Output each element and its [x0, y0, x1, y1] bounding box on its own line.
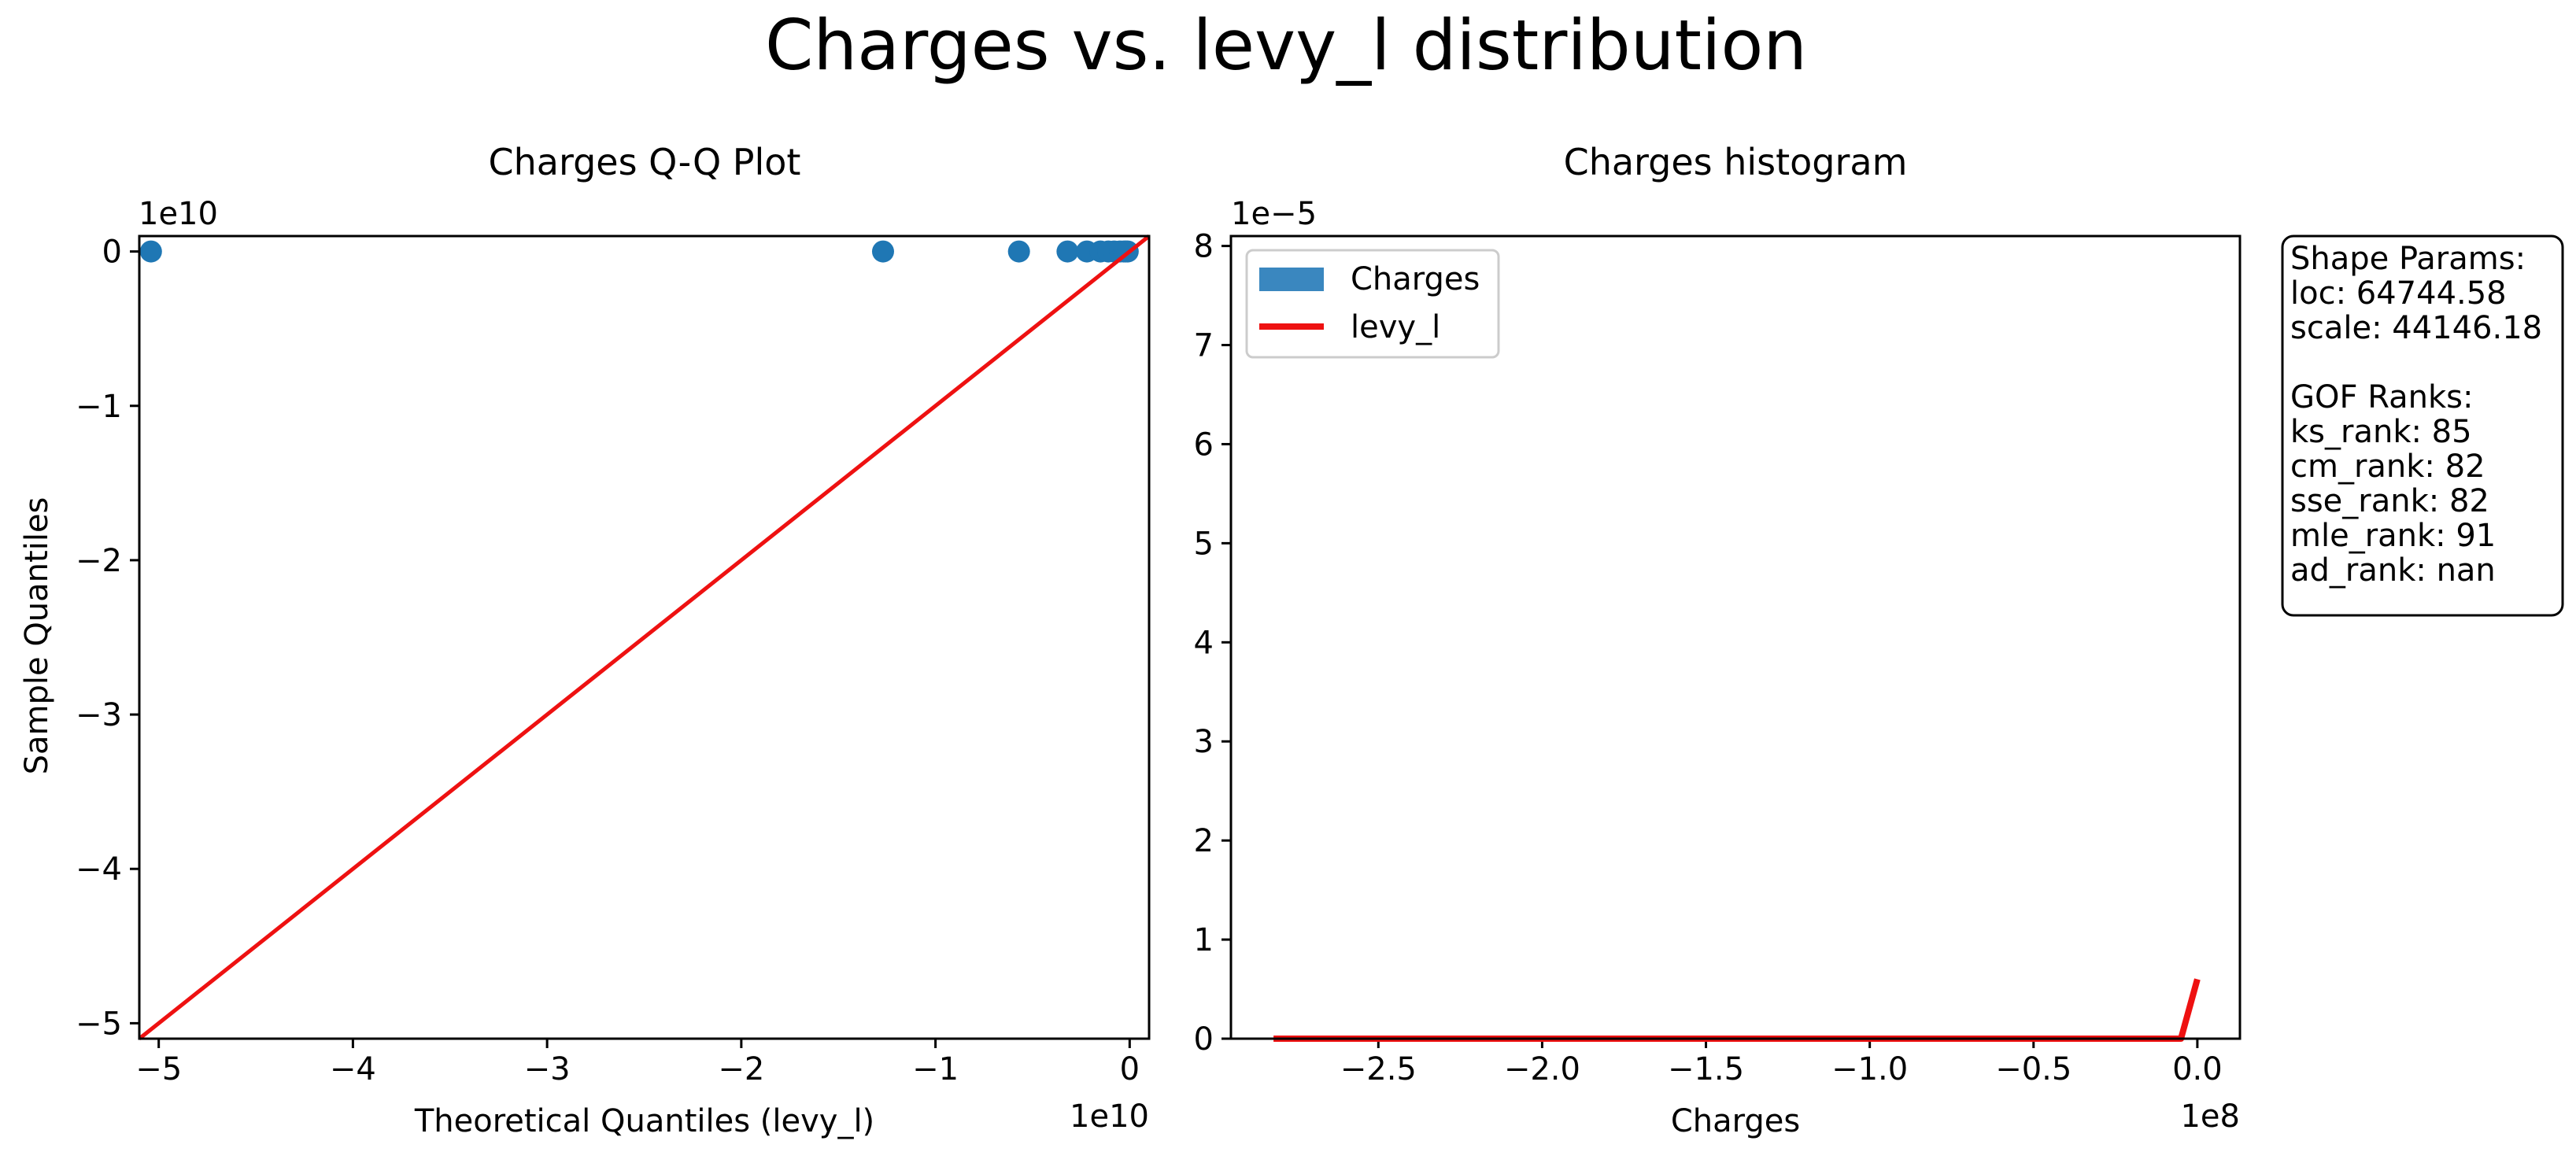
info-box-line: cm_rank: 82 — [2290, 449, 2485, 485]
histogram-x-tick-label: 0.0 — [2172, 1051, 2223, 1087]
histogram-plot: Charges histogram 1e−5 1e8 Charges −2.5−… — [1194, 141, 2242, 1139]
histogram-x-axis-label: Charges — [1671, 1103, 1800, 1139]
qq-y-tick-label: −5 — [76, 1006, 122, 1042]
qq-x-tick-label: −1 — [912, 1051, 959, 1087]
qq-plot: Charges Q-Q Plot 1e10 1e10 Theoretical Q… — [19, 141, 1151, 1139]
histogram-x-offset-label: 1e8 — [2180, 1098, 2240, 1135]
info-box-frame — [2281, 234, 2564, 617]
qq-y-tick-label: −2 — [76, 543, 122, 579]
qq-x-tick-label: −4 — [330, 1051, 376, 1087]
info-box-line: GOF Ranks: — [2290, 379, 2473, 415]
histogram-x-tick-label: −0.5 — [1995, 1051, 2072, 1087]
histogram-y-tick-label: 6 — [1194, 426, 1214, 463]
histogram-frame — [1229, 234, 2242, 1040]
qq-x-tick-label: −3 — [524, 1051, 571, 1087]
info-box-line: sse_rank: 82 — [2290, 483, 2489, 519]
qq-data-point — [1007, 240, 1030, 263]
histogram-x-tick-label: −2.5 — [1340, 1051, 1417, 1087]
info-box-line: ad_rank: nan — [2290, 552, 2496, 589]
qq-x-tick-label: −2 — [718, 1051, 764, 1087]
qq-y-tick-label: 0 — [102, 234, 122, 271]
qq-plot-frame — [138, 234, 1151, 1040]
histogram-y-tick-label: 1 — [1194, 922, 1214, 958]
qq-y-offset-label: 1e10 — [139, 196, 218, 232]
histogram-y-tick-label: 8 — [1194, 229, 1214, 265]
histogram-y-tick-label: 7 — [1194, 328, 1214, 364]
histogram-x-tick-label: −1.5 — [1668, 1051, 1744, 1087]
legend-swatch-charges — [1259, 268, 1324, 291]
qq-reference-line — [138, 234, 1151, 1040]
qq-data-marks — [138, 234, 1151, 1040]
histogram-y-offset-label: 1e−5 — [1231, 196, 1317, 232]
legend-label-levy-l: levy_l — [1351, 309, 1440, 345]
figure-title: Charges vs. levy_l distribution — [765, 5, 1807, 86]
histogram-legend: Charges levy_l — [1245, 249, 1500, 359]
qq-data-point — [871, 240, 894, 263]
info-box-line: scale: 44146.18 — [2290, 310, 2542, 346]
histogram-title: Charges histogram — [1564, 141, 1908, 183]
qq-x-tick-label: 0 — [1120, 1051, 1140, 1087]
qq-plot-title: Charges Q-Q Plot — [489, 141, 801, 183]
histogram-x-tick-label: −1.0 — [1831, 1051, 1908, 1087]
qq-axis-ticks: −5 −4 −3 −2 −1 0 0 −1 −2 −3 −4 −5 — [76, 234, 1140, 1087]
qq-data-point — [1056, 240, 1079, 263]
info-box-line: loc: 64744.58 — [2290, 275, 2507, 312]
histogram-y-tick-label: 2 — [1194, 823, 1214, 859]
qq-y-tick-label: −3 — [76, 697, 122, 733]
qq-data-point — [139, 240, 162, 263]
qq-x-tick-label: −5 — [135, 1051, 182, 1087]
histogram-y-tick-label: 5 — [1194, 526, 1214, 562]
qq-y-axis-label: Sample Quantiles — [19, 497, 55, 775]
histogram-x-tick-label: −2.0 — [1504, 1051, 1580, 1087]
histogram-y-tick-label: 4 — [1194, 625, 1214, 661]
info-box-line: mle_rank: 91 — [2290, 518, 2496, 554]
info-box-line: Shape Params: — [2290, 241, 2526, 277]
histogram-y-tick-label: 0 — [1194, 1021, 1214, 1058]
qq-x-axis-label: Theoretical Quantiles (levy_l) — [414, 1103, 874, 1139]
legend-label-charges: Charges — [1351, 261, 1480, 297]
histogram-y-tick-label: 3 — [1194, 724, 1214, 760]
info-box-line: ks_rank: 85 — [2290, 414, 2472, 450]
qq-y-tick-label: −4 — [76, 851, 122, 888]
histogram-axis-ticks: −2.5 −2.0 −1.5 −1.0 −0.5 0.0 0 1 2 3 4 5 6 7 8 — [1194, 229, 2223, 1087]
qq-y-tick-label: −1 — [76, 389, 122, 425]
qq-x-offset-label: 1e10 — [1070, 1098, 1149, 1135]
